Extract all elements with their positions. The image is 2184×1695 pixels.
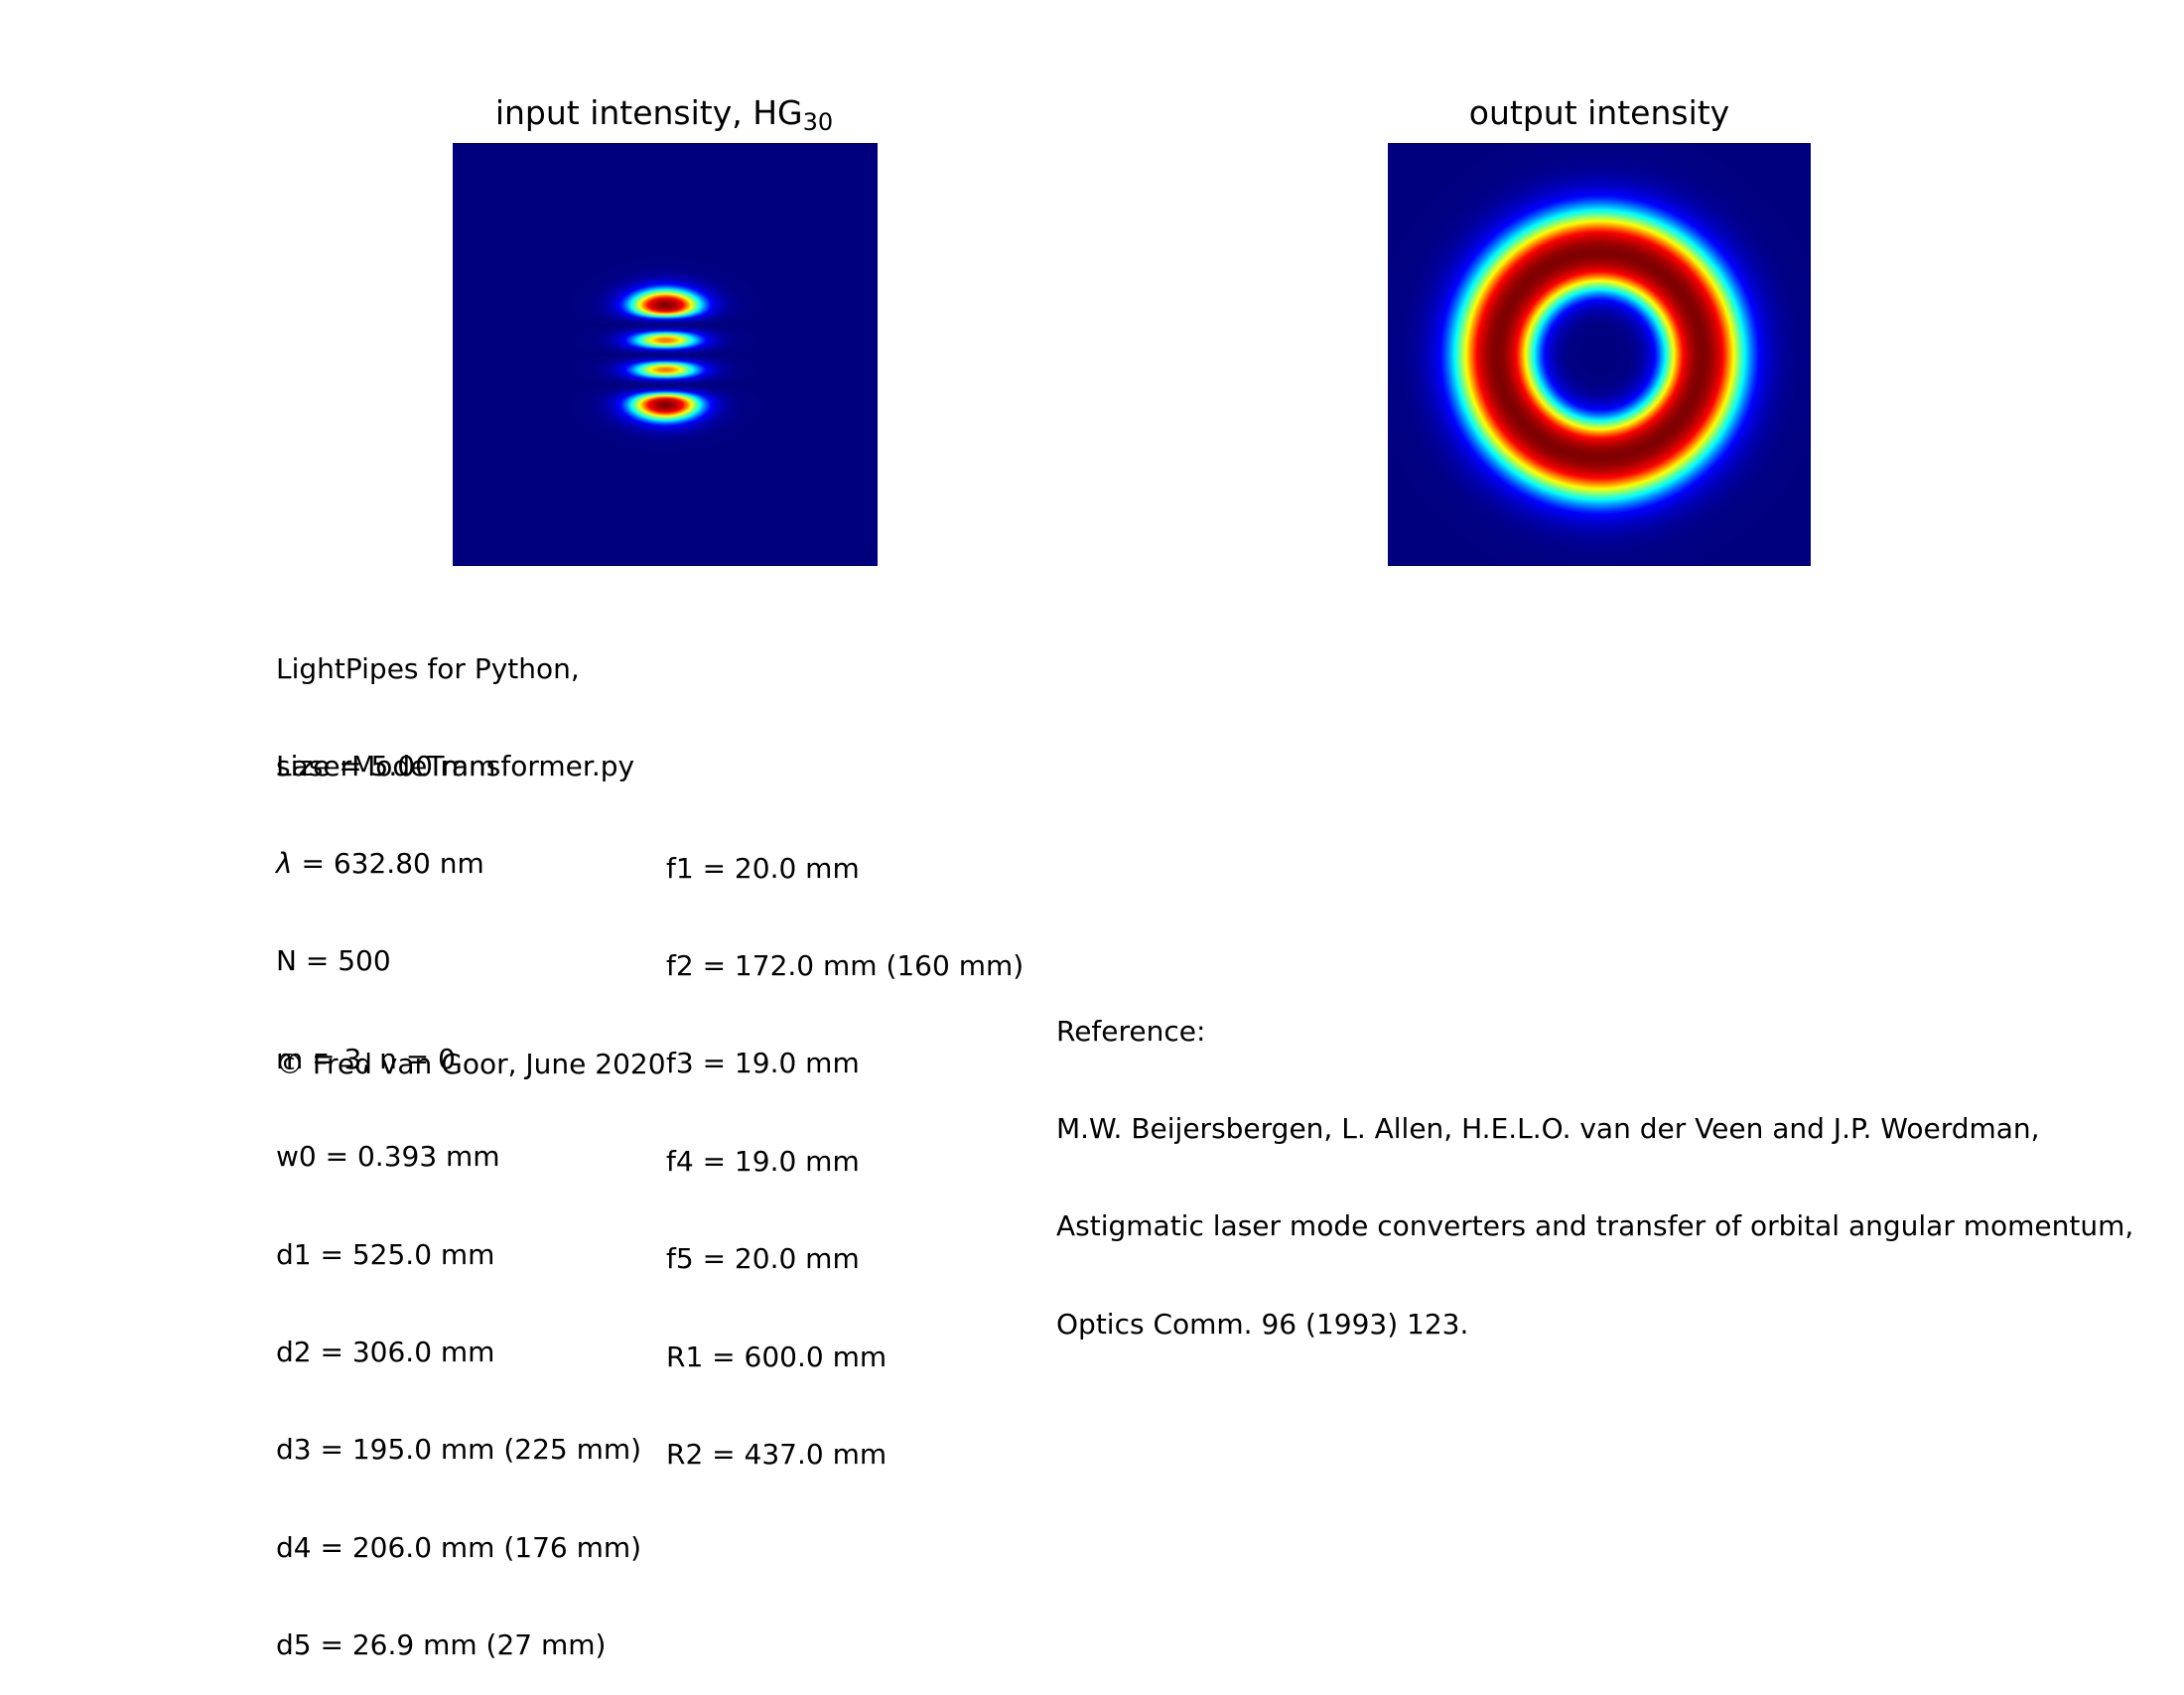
lens-f2: f2 = 172.0 mm (160 mm) xyxy=(666,948,1024,982)
param-d2: d2 = 306.0 mm xyxy=(276,1335,495,1368)
output-intensity-plot xyxy=(1388,143,1811,566)
reference-label: Reference: xyxy=(1056,1014,1206,1048)
output-intensity-title: output intensity xyxy=(1468,93,1730,132)
param-size: size = 5.00 mm xyxy=(276,749,496,782)
lens-f5: f5 = 20.0 mm xyxy=(666,1242,860,1276)
param-mode-indices: m = 3, n = 0 xyxy=(276,1042,456,1075)
param-d4: d4 = 206.0 mm (176 mm) xyxy=(276,1530,642,1564)
lens-r1: R1 = 600.0 mm xyxy=(666,1340,887,1373)
info-header: LightPipes for Python, LaserModeTransfor… xyxy=(276,588,634,816)
info-header-line-1: LightPipes for Python, xyxy=(276,651,580,685)
param-d3: d3 = 195.0 mm (225 mm) xyxy=(276,1433,642,1467)
param-grid-size: N = 500 xyxy=(276,944,391,978)
param-wavelength: λ = 632.80 nm xyxy=(276,846,641,881)
param-waist: w0 = 0.393 mm xyxy=(276,1140,500,1174)
param-d5: d5 = 26.9 mm (27 mm) xyxy=(276,1628,607,1662)
copyright: © Fred van Goor, June 2020 xyxy=(276,1048,666,1080)
param-wavelength-value: = 632.80 nm xyxy=(301,846,484,880)
info-header-line-2: LaserModeTransformer.py xyxy=(276,749,635,782)
lens-f3: f3 = 19.0 mm xyxy=(666,1047,860,1080)
lambda-symbol: λ xyxy=(276,846,293,880)
param-d1: d1 = 525.0 mm xyxy=(276,1237,495,1271)
lens-r2: R2 = 437.0 mm xyxy=(666,1437,887,1471)
input-title-text: input intensity, HG xyxy=(494,93,803,132)
lens-f4: f4 = 19.0 mm xyxy=(666,1144,860,1178)
parameter-list: size = 5.00 mm λ = 632.80 nm N = 500 m =… xyxy=(276,685,641,1695)
reference-block: Reference: M.W. Beijersbergen, L. Allen,… xyxy=(1056,950,2133,1373)
reference-line-2: Astigmatic laser mode converters and tra… xyxy=(1056,1209,2134,1243)
lens-list: f1 = 20.0 mm f2 = 172.0 mm (160 mm) f3 =… xyxy=(666,787,1024,1504)
input-title-subscript: 30 xyxy=(802,108,834,136)
reference-line-1: M.W. Beijersbergen, L. Allen, H.E.L.O. v… xyxy=(1056,1111,2040,1145)
input-intensity-plot xyxy=(453,143,878,566)
input-intensity-title: input intensity, HG30 xyxy=(494,93,833,134)
lens-f1: f1 = 20.0 mm xyxy=(666,851,860,885)
reference-line-3: Optics Comm. 96 (1993) 123. xyxy=(1056,1307,1469,1341)
